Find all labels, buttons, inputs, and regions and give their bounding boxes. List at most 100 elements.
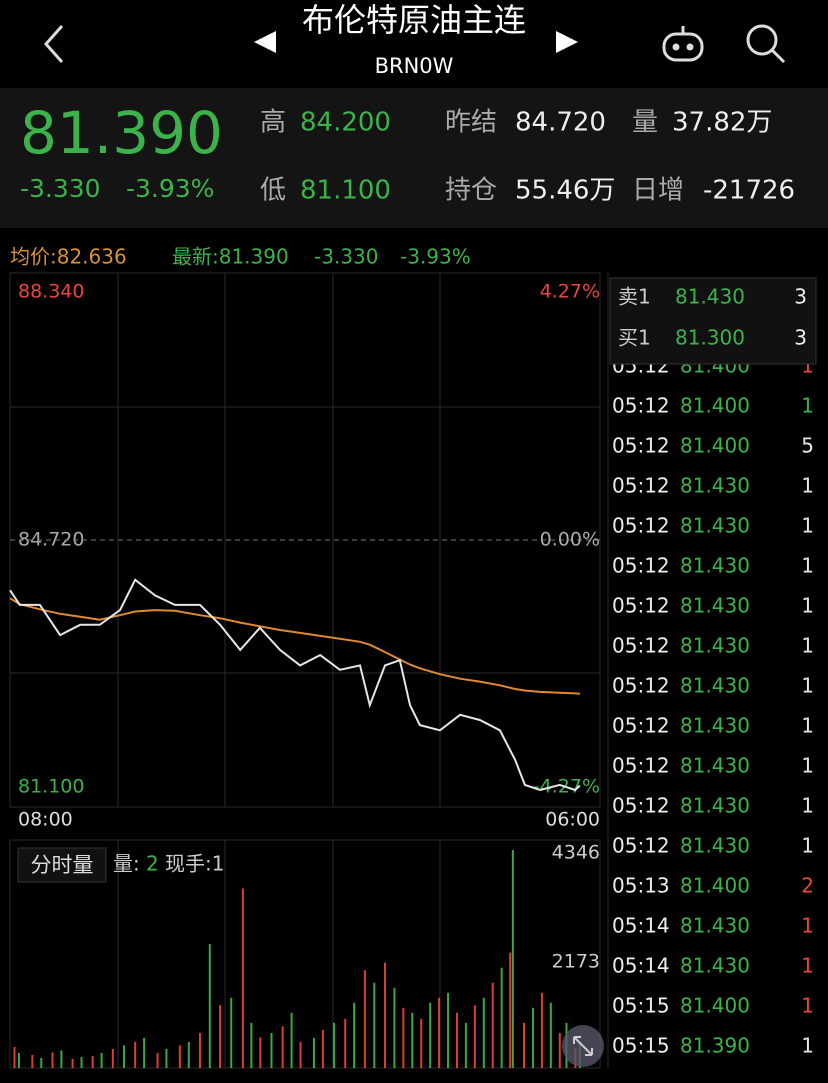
book-qty: 3 bbox=[794, 285, 807, 309]
trade-qty: 1 bbox=[801, 754, 814, 778]
value: 84.200 bbox=[300, 108, 391, 138]
book-label: 卖1 bbox=[618, 285, 651, 309]
x-tick-label: 06:00 bbox=[545, 809, 600, 831]
label: 昨结 bbox=[445, 108, 497, 138]
x-tick-label: 08:00 bbox=[18, 809, 73, 831]
trade-qty: 1 bbox=[801, 834, 814, 858]
trade-qty: 1 bbox=[801, 914, 814, 938]
volume-bar bbox=[51, 1052, 54, 1068]
order-book bbox=[609, 277, 817, 365]
average: 均价:82.636 bbox=[10, 245, 127, 269]
book-price: 81.300 bbox=[675, 326, 745, 350]
expand-button[interactable] bbox=[562, 1025, 604, 1067]
volume-bar bbox=[531, 1007, 534, 1068]
volume-tab-label: 分时量 bbox=[31, 853, 94, 877]
volume-bar bbox=[40, 1057, 43, 1068]
volume-value: 2 bbox=[146, 852, 159, 876]
latest: 最新:81.390 bbox=[172, 245, 289, 269]
volume-bar bbox=[208, 944, 211, 1068]
trade-price: 81.430 bbox=[680, 754, 750, 778]
trade-qty: 1 bbox=[801, 474, 814, 498]
volume-bar bbox=[60, 1050, 63, 1068]
volume-bar bbox=[100, 1052, 103, 1068]
next-arrow[interactable] bbox=[556, 31, 578, 53]
back-button[interactable] bbox=[43, 25, 64, 63]
trade-time: 05:12 bbox=[612, 714, 670, 738]
trade-price: 81.430 bbox=[680, 554, 750, 578]
volume-bar bbox=[438, 997, 441, 1068]
latest-pct: -3.93% bbox=[400, 245, 471, 269]
volume-bar bbox=[165, 1048, 168, 1068]
latest-change: -3.330 bbox=[314, 245, 378, 269]
trade-time: 05:14 bbox=[612, 954, 670, 978]
code: BRN0W bbox=[375, 54, 454, 78]
trade-qty: 1 bbox=[801, 954, 814, 978]
volume-bar bbox=[558, 1032, 561, 1068]
trade-time: 05:12 bbox=[612, 434, 670, 458]
volume-bar bbox=[270, 1032, 273, 1068]
prev-arrow[interactable] bbox=[254, 31, 276, 53]
trade-price: 81.430 bbox=[680, 634, 750, 658]
label: 量 bbox=[632, 108, 658, 138]
volume-label: 量: bbox=[113, 852, 140, 876]
trade-time: 05:12 bbox=[612, 674, 670, 698]
trade-time: 05:14 bbox=[612, 914, 670, 938]
book-qty: 3 bbox=[794, 326, 807, 350]
book-price: 81.430 bbox=[675, 285, 745, 309]
trade-time: 05:15 bbox=[612, 1034, 670, 1058]
label: 日增 bbox=[632, 176, 684, 206]
trade-qty: 1 bbox=[801, 634, 814, 658]
quote-panel bbox=[0, 88, 828, 228]
order-book-rows: 卖1 81.430 3 买1 81.300 3 bbox=[618, 285, 807, 350]
trade-time: 05:13 bbox=[612, 874, 670, 898]
volume-bar bbox=[411, 1012, 414, 1068]
volume-tab[interactable] bbox=[17, 847, 107, 883]
trade-time: 05:12 bbox=[612, 754, 670, 778]
trade-price: 81.400 bbox=[680, 874, 750, 898]
trade-price: 81.430 bbox=[680, 834, 750, 858]
volume-bar bbox=[549, 1002, 552, 1068]
trade-time: 05:12 bbox=[612, 474, 670, 498]
trade-qty: 2 bbox=[801, 874, 814, 898]
value: 81.100 bbox=[300, 176, 391, 206]
robot-icon[interactable] bbox=[662, 26, 704, 62]
volume-bar bbox=[111, 1048, 114, 1068]
trade-qty: 1 bbox=[801, 554, 814, 578]
trade-price: 81.430 bbox=[680, 714, 750, 738]
volume-bar bbox=[219, 1005, 222, 1068]
volume-bar bbox=[353, 1002, 356, 1068]
trade-price: 81.400 bbox=[680, 994, 750, 1018]
trade-qty: 1 bbox=[801, 794, 814, 818]
trade-time: 05:12 bbox=[612, 834, 670, 858]
volume-bar bbox=[80, 1056, 83, 1068]
volume-bar bbox=[71, 1058, 74, 1068]
volume-bar bbox=[122, 1045, 125, 1068]
volume-bar bbox=[420, 1018, 423, 1068]
trade-price: 81.430 bbox=[680, 514, 750, 538]
y-tick-label: 88.340 bbox=[18, 281, 84, 303]
trade-time: 05:12 bbox=[612, 634, 670, 658]
trade-time: 05:12 bbox=[612, 394, 670, 418]
trade-price: 81.430 bbox=[680, 914, 750, 938]
volume-bar bbox=[134, 1041, 137, 1068]
label: 持仓 bbox=[445, 176, 497, 206]
volume-bar bbox=[187, 1041, 190, 1068]
volume-bar bbox=[482, 997, 485, 1068]
volume-bar bbox=[143, 1037, 146, 1068]
value: 55.46万 bbox=[515, 176, 615, 206]
volume-bar bbox=[198, 1032, 201, 1068]
value: -21726 bbox=[703, 176, 795, 206]
title: 布伦特原油主连 bbox=[302, 1, 526, 39]
search-icon[interactable] bbox=[746, 24, 786, 64]
trade-time: 05:12 bbox=[612, 514, 670, 538]
trade-time: 05:12 bbox=[612, 794, 670, 818]
grid bbox=[9, 272, 609, 1069]
y-tick-label: 81.100 bbox=[18, 776, 84, 798]
y-tick-label: 84.720 bbox=[18, 529, 84, 551]
volume-bar bbox=[363, 970, 366, 1068]
y-tick-label: 2173 bbox=[552, 951, 600, 973]
trades: 05:12 81.400 1 05:12 81.400 1 05:12 81.400 5 05:1… bbox=[612, 354, 814, 1058]
trade-price: 81.430 bbox=[680, 794, 750, 818]
